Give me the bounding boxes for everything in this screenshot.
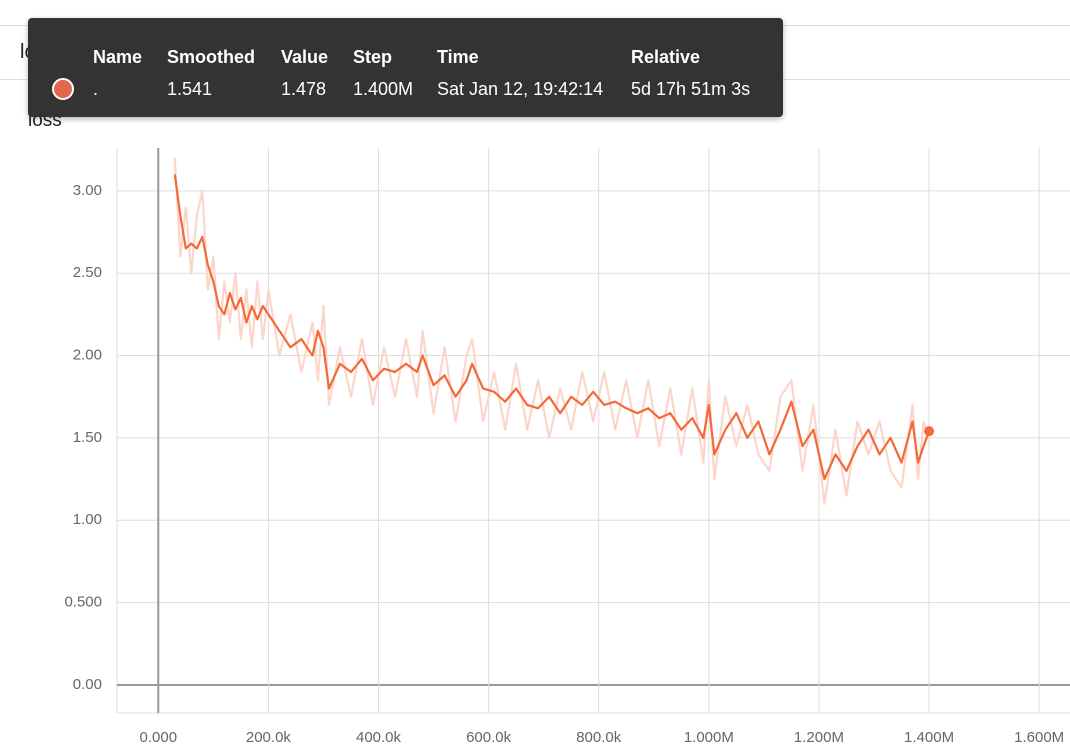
y-tick-label: 2.00 (73, 347, 102, 364)
x-tick-label: 1.000M (684, 729, 734, 746)
tooltip-cell: 5d 17h 51m 3s (631, 79, 751, 99)
tooltip-cell: 1.400M (353, 79, 414, 99)
x-tick-label: 0.000 (140, 729, 178, 746)
y-tick-label: 0.00 (73, 676, 102, 693)
x-tick-label: 200.0k (246, 729, 292, 746)
tooltip-cell: 1.478 (281, 79, 327, 99)
tooltip-header: Step (353, 47, 393, 67)
x-tick-label: 600.0k (466, 729, 512, 746)
y-tick-label: 2.50 (73, 264, 102, 281)
tooltip: Name. Smoothed 1.541 Value 1.478 Step 1.400M Ti… (28, 18, 783, 117)
y-tick-label: 3.00 (73, 182, 102, 199)
swatch (52, 78, 74, 100)
tooltip-cell: . (93, 79, 99, 99)
y-tick-label: 0.500 (64, 594, 102, 611)
x-tick-label: 1.400M (904, 729, 954, 746)
x-tick-label: 400.0k (356, 729, 402, 746)
tooltip-cell: 1.541 (167, 79, 213, 99)
y-tick-label: 1.50 (73, 429, 102, 446)
hover-point (924, 426, 935, 437)
y-tick-label: 1.00 (73, 511, 102, 528)
tooltip-header: Relative (631, 47, 701, 67)
tooltip-header: Name (93, 47, 143, 67)
x-tick-label: 1.200M (794, 729, 844, 746)
series-line (173, 174, 931, 481)
x-tick-label: 800.0k (576, 729, 622, 746)
tooltip-header: Smoothed (167, 47, 255, 67)
tooltip-header: Value (281, 47, 329, 67)
tooltip-header: Time (437, 47, 479, 67)
x-tick-label: 1.600M (1014, 729, 1064, 746)
tooltip-cell: Sat Jan 12, 19:42:14 (437, 79, 604, 99)
series-line (173, 157, 931, 505)
